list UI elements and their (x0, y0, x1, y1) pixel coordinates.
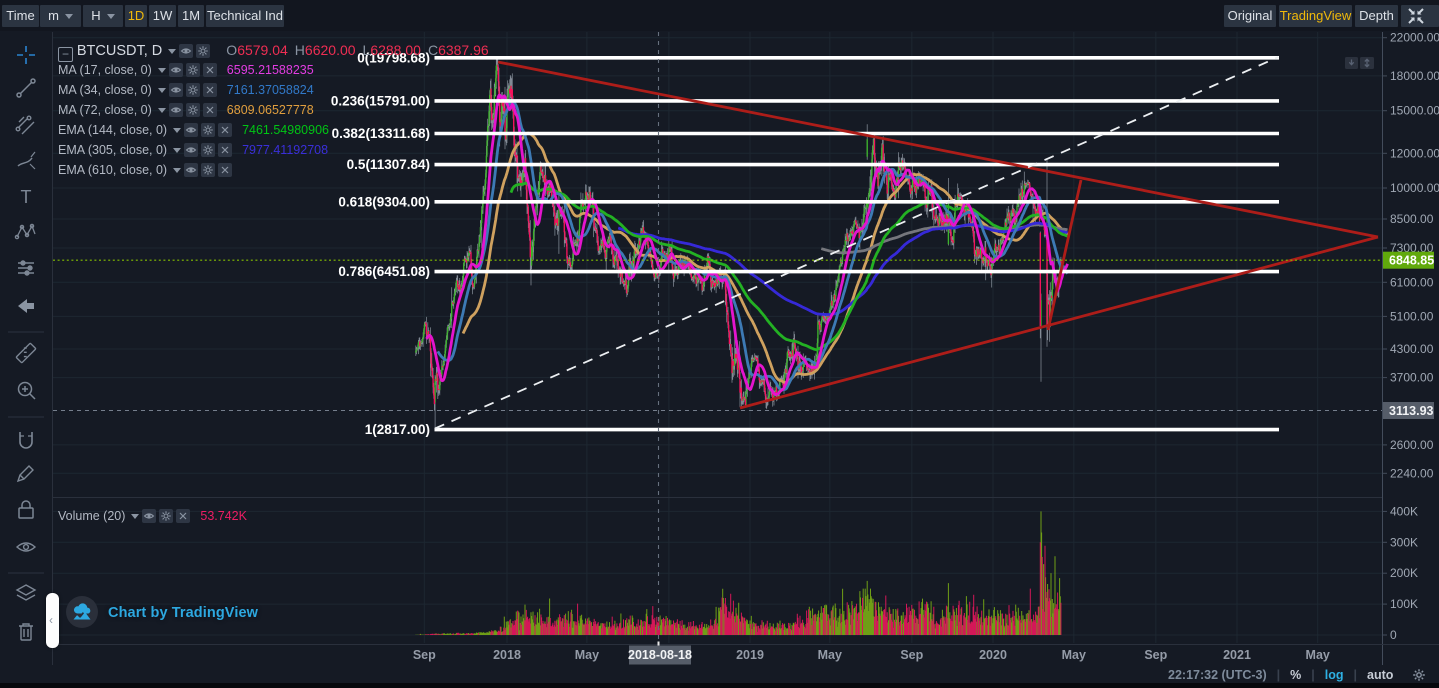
svg-text:0: 0 (1390, 628, 1397, 642)
svg-text:22000.00: 22000.00 (1390, 31, 1439, 45)
svg-text:10000.00: 10000.00 (1390, 181, 1439, 195)
svg-text:7300.00: 7300.00 (1390, 241, 1434, 255)
svg-text:0.5(11307.84): 0.5(11307.84) (347, 157, 430, 172)
svg-text:May: May (575, 648, 599, 662)
svg-text:T: T (21, 187, 32, 207)
svg-text:2018-08-18: 2018-08-18 (628, 648, 692, 662)
svg-text:3700.00: 3700.00 (1390, 371, 1434, 385)
svg-text:May: May (1062, 648, 1086, 662)
svg-text:4300.00: 4300.00 (1390, 342, 1434, 356)
svg-text:0.236(15791.00): 0.236(15791.00) (331, 93, 430, 108)
svg-text:8500.00: 8500.00 (1390, 212, 1434, 226)
svg-text:May: May (818, 648, 842, 662)
svg-text:200K: 200K (1390, 566, 1418, 580)
svg-text:0.786(6451.08): 0.786(6451.08) (338, 264, 430, 279)
svg-text:15000.00: 15000.00 (1390, 104, 1439, 118)
svg-text:Sep: Sep (413, 648, 436, 662)
svg-text:300K: 300K (1390, 535, 1418, 549)
svg-text:2018: 2018 (493, 648, 521, 662)
svg-text:0.382(13311.68): 0.382(13311.68) (332, 126, 430, 141)
svg-text:2600.00: 2600.00 (1390, 438, 1434, 452)
svg-text:400K: 400K (1390, 504, 1418, 518)
svg-text:1(2817.00): 1(2817.00) (365, 422, 430, 437)
svg-text:Sep: Sep (900, 648, 923, 662)
svg-text:2019: 2019 (736, 648, 764, 662)
svg-text:0(19798.68): 0(19798.68) (357, 50, 430, 65)
svg-text:Sep: Sep (1144, 648, 1167, 662)
svg-text:2020: 2020 (979, 648, 1007, 662)
svg-text:18000.00: 18000.00 (1390, 69, 1439, 83)
svg-text:2240.00: 2240.00 (1390, 466, 1434, 480)
svg-text:0.618(9304.00): 0.618(9304.00) (338, 194, 430, 209)
svg-text:3113.93: 3113.93 (1389, 404, 1434, 418)
svg-text:6848.85: 6848.85 (1389, 254, 1434, 268)
svg-text:100K: 100K (1390, 597, 1418, 611)
svg-text:May: May (1306, 648, 1330, 662)
svg-text:5100.00: 5100.00 (1390, 309, 1434, 323)
svg-text:2021: 2021 (1223, 648, 1251, 662)
svg-text:6100.00: 6100.00 (1390, 275, 1434, 289)
svg-text:12000.00: 12000.00 (1390, 146, 1439, 160)
